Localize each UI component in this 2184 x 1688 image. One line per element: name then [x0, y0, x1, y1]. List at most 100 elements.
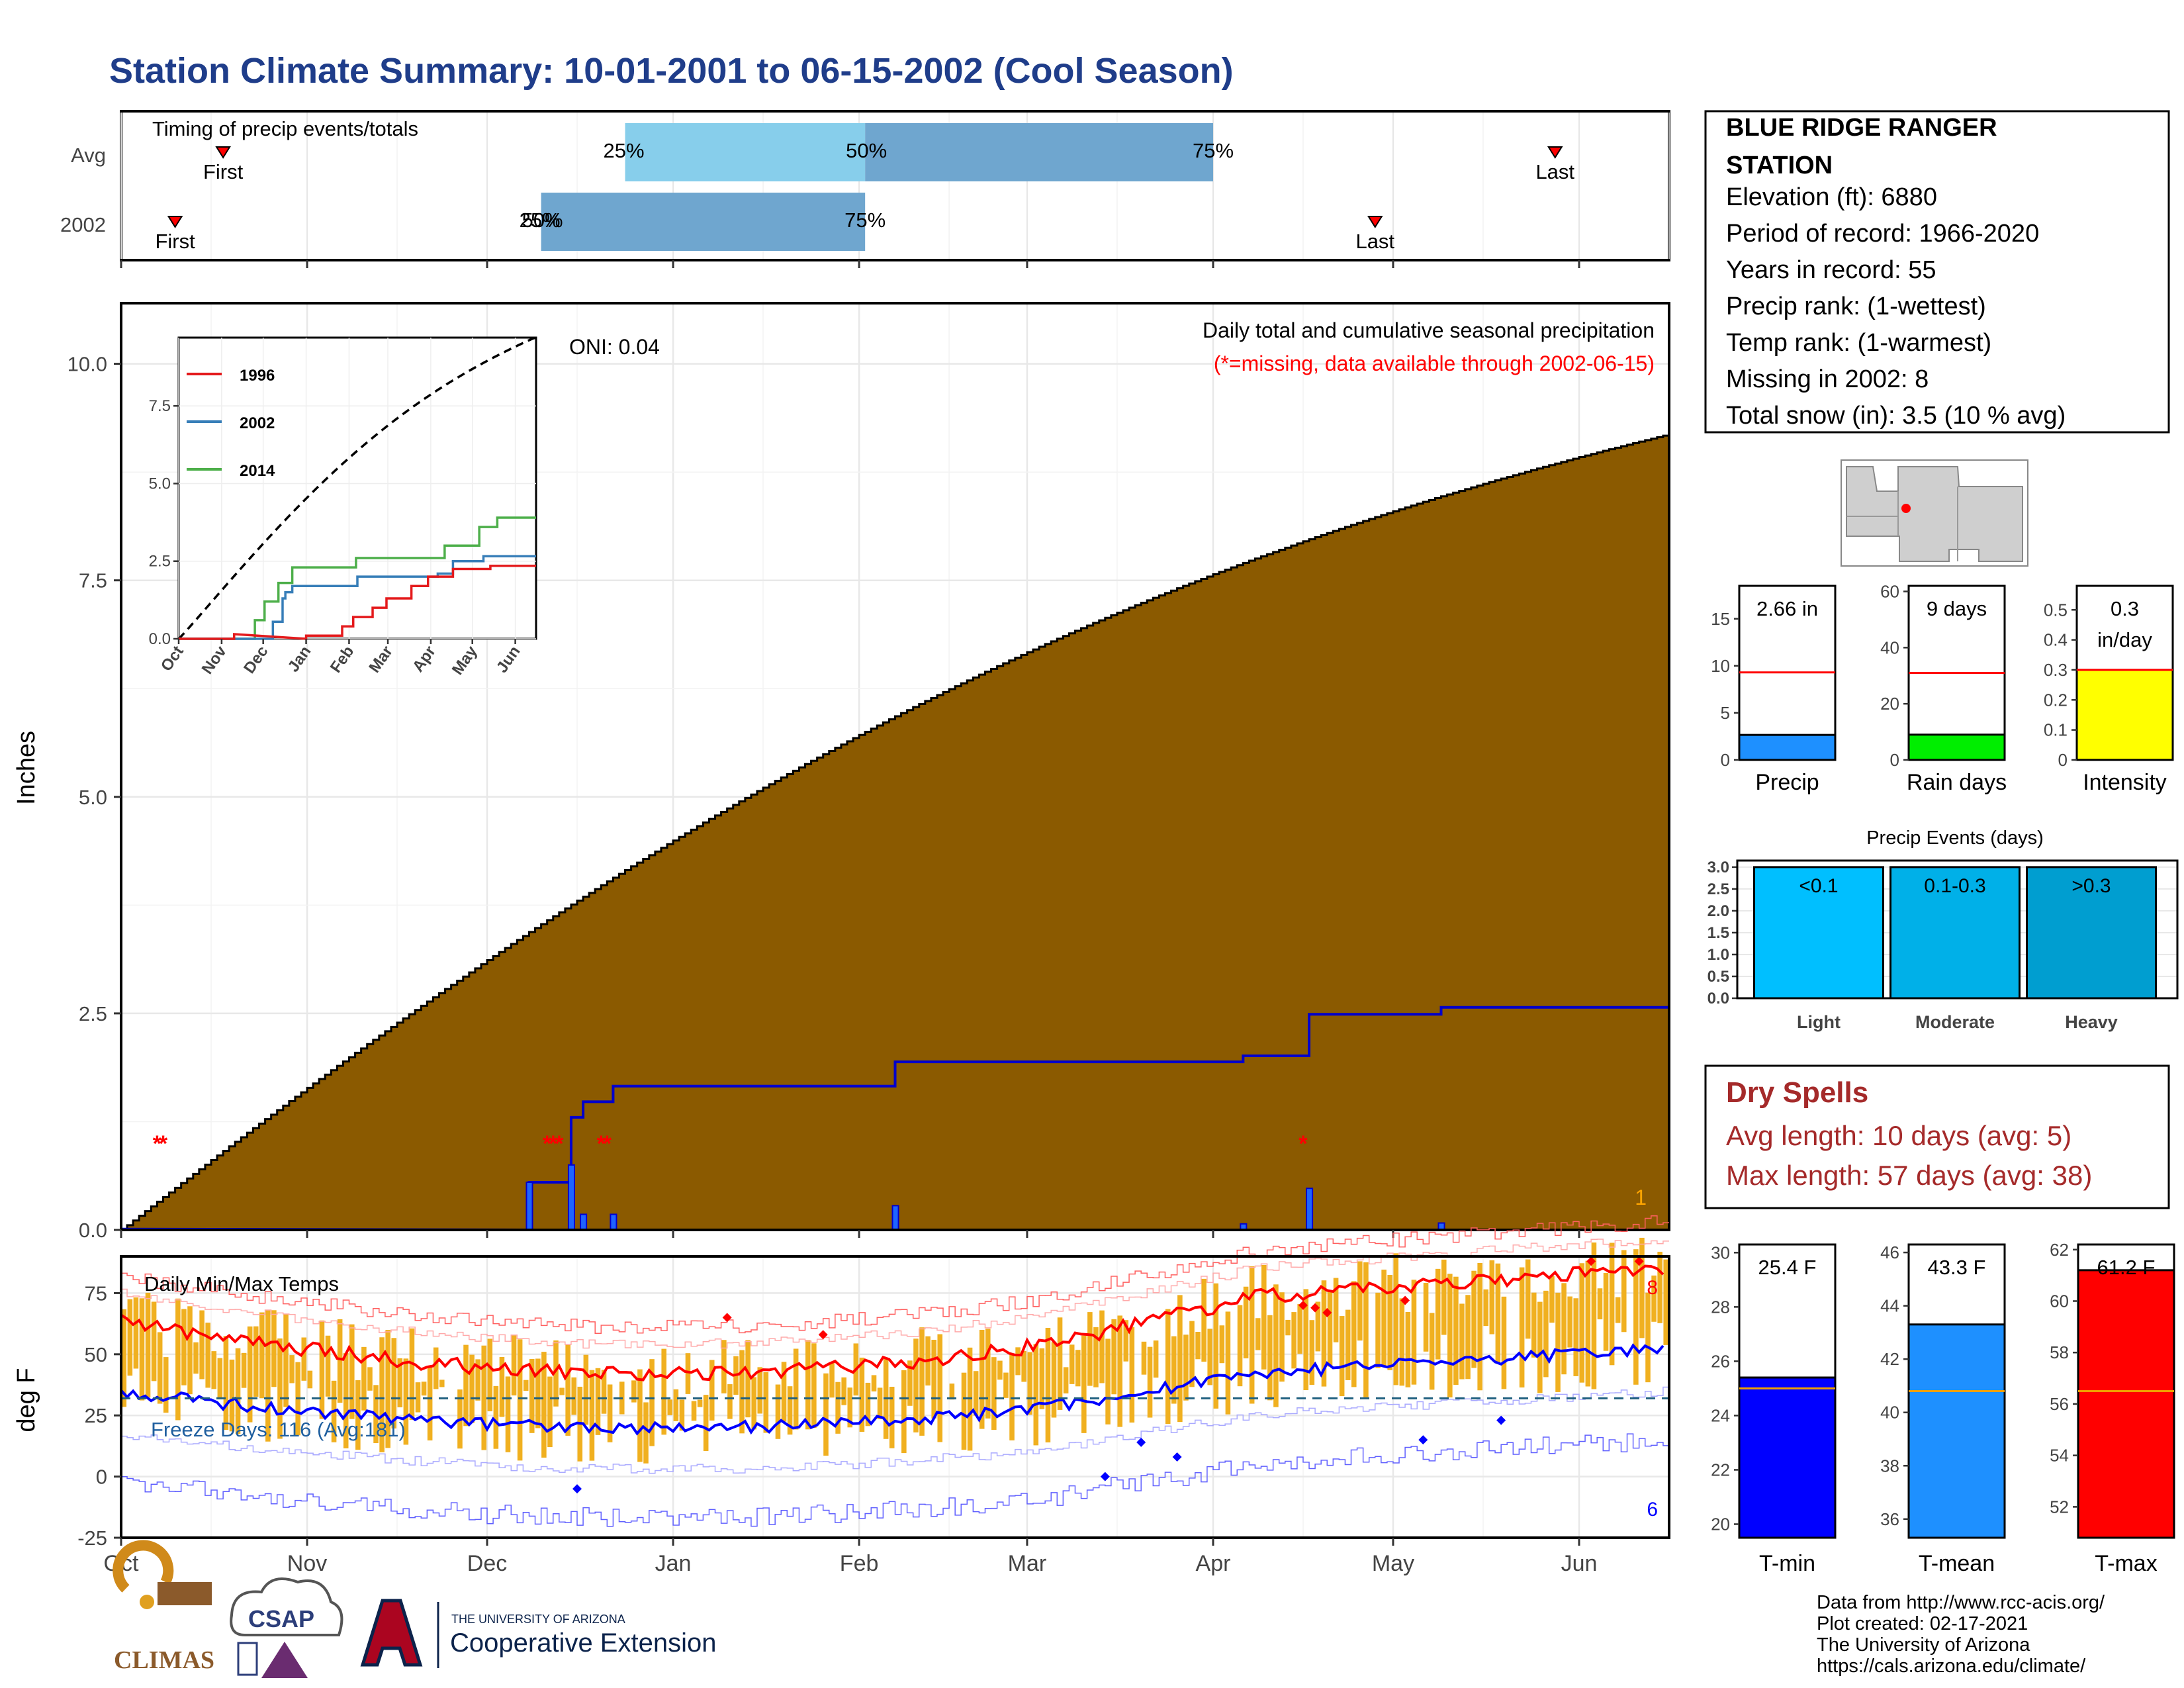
- temp-range-bar: [1069, 1344, 1075, 1384]
- temp-y-tick-label: -25: [77, 1526, 107, 1550]
- missing-day-marker: *: [543, 1131, 552, 1156]
- summary-bar-tick-label: 60: [1880, 581, 1899, 601]
- missing-day-marker: *: [603, 1131, 612, 1156]
- temp-range-bar: [361, 1346, 367, 1411]
- temp-range-bar: [1597, 1288, 1603, 1320]
- temp-y-label: deg F: [13, 1368, 40, 1432]
- temp-range-bar: [1051, 1342, 1057, 1418]
- precip-events-bar: [2026, 866, 2157, 1000]
- arizona-region: [1846, 466, 2023, 562]
- record-high-line: [121, 1215, 1669, 1335]
- station-name-2: STATION: [1726, 152, 1833, 179]
- temp-range-bar: [661, 1348, 666, 1435]
- temp-range-bar: [541, 1352, 547, 1458]
- station-lines: Elevation (ft): 6880 Period of record: 19…: [1726, 183, 2066, 430]
- temp-range-bar: [463, 1344, 469, 1427]
- precip-y-axis: 0.0 2.5 5.0 7.5 10.0: [68, 353, 1580, 1242]
- record-low-marker: [1172, 1452, 1182, 1462]
- locator-map: [1841, 459, 2028, 567]
- temp-range-bar: [1381, 1269, 1387, 1368]
- temp-range-bar: [1579, 1263, 1585, 1383]
- precip-events-tick-label: 1.0: [1707, 946, 1729, 964]
- temp-range-bar: [517, 1339, 523, 1461]
- temp-range-bar: [835, 1382, 841, 1434]
- csap-logo-cloud: [230, 1577, 343, 1636]
- temp-range-bar: [1375, 1292, 1381, 1368]
- timing-p75-label: 75%: [844, 209, 886, 232]
- temp-range-bar: [1291, 1312, 1297, 1369]
- temp-range-bar: [1423, 1283, 1429, 1352]
- timing-last-label: Last: [1535, 160, 1574, 183]
- temp-y-tick-label: 25: [85, 1404, 107, 1427]
- inset-frame: [177, 336, 537, 640]
- precip-events-bar: [1889, 866, 2021, 1000]
- temp-range-bar: [205, 1323, 210, 1388]
- legend-label-1996: 1996: [240, 367, 275, 385]
- temp-range-bar: [1297, 1303, 1302, 1354]
- temp-range-bar: [1165, 1309, 1171, 1425]
- temp-range-bar: [235, 1348, 241, 1434]
- temp-range-bar: [1015, 1347, 1021, 1376]
- temp-range-bar: [127, 1299, 133, 1376]
- temp-range-bar: [1435, 1268, 1441, 1360]
- temp-panel-bg: [121, 1256, 1669, 1538]
- temp-range-bar: [685, 1353, 691, 1394]
- precip-events-bar-text: >0.3: [2071, 875, 2111, 897]
- summary-bar-tick-label: 15: [1711, 609, 1730, 629]
- temp-range-bar: [1501, 1296, 1507, 1389]
- cumulative-normal-outline: [121, 434, 1669, 1231]
- temp-range-bar: [1093, 1327, 1099, 1387]
- ua-logo-big-text: Cooperative Extension: [450, 1628, 716, 1658]
- temp-range-bar: [1483, 1289, 1489, 1327]
- temp-range-bar: [1141, 1341, 1147, 1375]
- temp-range-bar: [499, 1356, 505, 1417]
- temp-range-bar: [805, 1340, 811, 1430]
- timing-last-marker: [1547, 146, 1563, 159]
- temp-range-bar: [1633, 1249, 1639, 1385]
- temp-range-bar: [1021, 1350, 1026, 1382]
- summary-bar: [2075, 669, 2174, 761]
- temp-range-bar: [1471, 1270, 1477, 1368]
- temp-range-bar: [1561, 1283, 1567, 1375]
- temp-range-bar: [1039, 1348, 1045, 1409]
- temp-range-bar: [1429, 1313, 1435, 1390]
- temp-range-bar: [1495, 1263, 1501, 1364]
- temp-range-bar: [523, 1380, 529, 1391]
- temp-summary-tick-label: 52: [2050, 1497, 2069, 1517]
- timing-row-label-avg: Avg: [71, 144, 106, 167]
- temp-range-bar: [1405, 1311, 1411, 1387]
- inset-legend: 1996 2002 2014: [187, 367, 275, 480]
- temp-range-bar: [1519, 1267, 1525, 1387]
- record-high-marker: [1634, 1256, 1644, 1266]
- temp-range-bar: [1213, 1283, 1219, 1409]
- temp-range-bar: [1333, 1278, 1339, 1342]
- cumulative-normal-area: [121, 436, 1669, 1231]
- temp-range-bar: [871, 1375, 877, 1392]
- page-title: Station Climate Summary: 10-01-2001 to 0…: [109, 51, 1234, 91]
- temp-range-bar: [319, 1320, 325, 1419]
- temp-range-bar: [301, 1337, 307, 1381]
- temp-range-bar: [475, 1359, 480, 1401]
- record-high-marker: [1400, 1295, 1410, 1305]
- precip-events-tick-label: 2.0: [1707, 902, 1729, 920]
- station-frame: [1704, 110, 2170, 434]
- csap-logo-mountain: [261, 1642, 308, 1678]
- precip-y-tick-label: 0.0: [79, 1219, 107, 1242]
- timing-last-marker: [1367, 216, 1383, 228]
- missing-day-markers: ** *** ** *: [153, 1131, 1308, 1156]
- temp-range-bar: [1075, 1350, 1081, 1387]
- temp-range-bar: [1027, 1352, 1033, 1415]
- temp-summary-tick-label: 36: [1880, 1509, 1899, 1529]
- record-low-line: [121, 1433, 1669, 1527]
- temp-range-bar: [679, 1399, 685, 1431]
- temp-range-bar: [727, 1384, 733, 1419]
- inset-series-line: [179, 565, 536, 640]
- inset-series-line: [179, 516, 536, 640]
- temp-range-bar: [1453, 1276, 1459, 1385]
- temp-range-bar: [847, 1387, 853, 1428]
- precip-events-tick-label: 2.5: [1707, 880, 1729, 898]
- precip-events-category: Moderate: [1915, 1012, 1995, 1032]
- temp-range-bar: [397, 1358, 403, 1407]
- temp-summary-value: 61.2 F: [2097, 1256, 2156, 1279]
- temp-range-bar: [979, 1330, 985, 1429]
